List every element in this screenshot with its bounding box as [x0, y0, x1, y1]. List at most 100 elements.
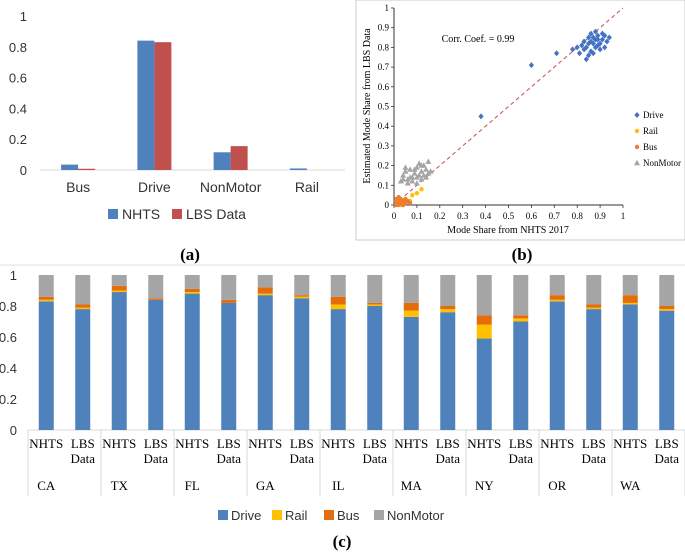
chart-b-point-rail	[414, 190, 420, 196]
chart-b-ytick-label: 0	[385, 200, 390, 210]
chart-c-sub-label: NHTS	[175, 436, 209, 451]
chart-b-point-nonmotor	[402, 168, 409, 174]
chart-a-bar	[230, 146, 248, 170]
chart-c-bar-segment-bus	[330, 296, 346, 305]
chart-c-bar-segment-rail	[586, 307, 602, 310]
chart-c-sub-label: LBS	[144, 436, 168, 451]
chart-b-ytick-label: 0.2	[378, 161, 389, 171]
chart-c-legend-label: Rail	[285, 508, 308, 523]
chart-b-point-bus	[398, 198, 404, 204]
chart-b-point-bus	[400, 202, 406, 208]
chart-c-legend-swatch	[272, 510, 282, 520]
chart-c-state-label: WA	[620, 478, 641, 493]
chart-c-sub-label: LBS	[290, 436, 314, 451]
chart-a-mode-share-bar-chart: 0 0.2 0.4 0.6 0.8 1 Bus Drive NonMotor Rail NHTS LB…	[9, 9, 345, 264]
chart-c-ytick-label: 1	[10, 268, 17, 283]
chart-c-bar-segment-nonmotor	[257, 275, 273, 288]
chart-c-bar-segment-drive	[622, 304, 638, 430]
chart-b-point-drive	[599, 30, 605, 37]
chart-c-bar-segment-drive	[184, 293, 200, 430]
chart-c-bar-segment-nonmotor	[184, 275, 200, 289]
chart-c-bar-segment-bus	[221, 299, 237, 303]
chart-b-point-drive	[592, 28, 599, 35]
chart-c-bar-segment-rail	[38, 299, 54, 302]
chart-c-bar-segment-bus	[294, 295, 310, 297]
chart-a-legend-swatch	[108, 209, 118, 219]
chart-a-ytick-label: 0	[20, 163, 27, 178]
chart-c-bar-segment-nonmotor	[440, 275, 456, 306]
chart-c-sub-label: Data	[581, 451, 606, 466]
chart-a-ytick-label: 0.4	[9, 101, 27, 116]
chart-a-bar	[78, 168, 96, 170]
chart-c-bar-segment-bus	[184, 288, 200, 293]
chart-c-bar-segment-bus	[659, 306, 675, 310]
chart-c-state-label: IL	[332, 478, 344, 493]
chart-a-bar	[61, 164, 79, 170]
chart-b-point-drive	[602, 44, 608, 51]
chart-c-sub-label: Data	[508, 451, 533, 466]
chart-b-point-drive	[570, 46, 576, 53]
chart-b-point-drive	[576, 50, 583, 57]
chart-a-ytick-label: 1	[20, 9, 27, 24]
chart-c-bar-segment-drive	[367, 306, 383, 430]
chart-a-legend-label: NHTS	[122, 206, 160, 222]
chart-b-legend-label: Rail	[643, 126, 658, 136]
chart-c-bar-segment-drive	[148, 299, 164, 430]
chart-c-bar-segment-rail	[184, 292, 200, 294]
chart-c-state-label: TX	[111, 478, 129, 493]
chart-b-legend: Drive Rail Bus NonMotor	[634, 110, 681, 168]
chart-c-sub-label: LBS	[436, 436, 460, 451]
chart-b-point-nonmotor	[418, 176, 425, 182]
chart-c-bar-segment-bus	[622, 295, 638, 303]
chart-c-bar-segment-nonmotor	[659, 275, 675, 306]
chart-c-bar-segment-rail	[440, 309, 456, 313]
chart-b-xtick-label: 0.8	[572, 211, 584, 221]
chart-b-point-drive	[528, 62, 534, 69]
chart-b-point-rail	[419, 187, 424, 192]
chart-b-xtick-label: 0	[392, 211, 397, 221]
chart-b-point-drive	[586, 52, 592, 59]
chart-c-bar-segment-nonmotor	[549, 275, 565, 296]
chart-c-ytick-label: 0.4	[0, 361, 17, 376]
chart-a-legend-label: LBS Data	[186, 206, 246, 222]
chart-c-bar-segment-drive	[221, 302, 237, 430]
chart-c-bar-segment-nonmotor	[330, 275, 346, 297]
chart-c-bar-segment-rail	[330, 304, 346, 310]
chart-c-bar-segment-bus	[513, 315, 529, 319]
chart-c-bar-segment-rail	[659, 309, 675, 311]
chart-b-point-drive	[599, 36, 605, 43]
chart-c-bar-segment-rail	[75, 307, 91, 310]
chart-c-legend-swatch	[218, 510, 228, 520]
chart-c-bar-segment-rail	[403, 310, 419, 317]
chart-a-legend-swatch	[172, 209, 182, 219]
chart-b-ytick-label: 0.3	[378, 141, 390, 151]
chart-c-bar-segment-bus	[476, 315, 492, 325]
chart-c-bar-segment-drive	[111, 292, 127, 430]
chart-c-legend-label: NonMotor	[387, 508, 445, 523]
chart-b-point-drive	[597, 46, 603, 53]
chart-b-point-drive	[581, 38, 587, 45]
chart-b-point-nonmotor	[418, 168, 425, 174]
chart-c-bar-segment-drive	[659, 310, 675, 430]
chart-c-state-label: FL	[185, 478, 200, 493]
chart-c-bar-segment-rail	[549, 299, 565, 302]
chart-b-x-axis-title: Mode Share from NHTS 2017	[447, 225, 569, 236]
chart-c-bar-segment-bus	[38, 296, 54, 300]
chart-c-legend-label: Bus	[337, 508, 360, 523]
chart-b-frame	[355, 0, 685, 241]
chart-b-point-drive	[595, 36, 601, 43]
chart-a-category-label: Bus	[66, 179, 90, 195]
chart-c-sub-label: LBS	[363, 436, 387, 451]
chart-b-xtick-label: 0.1	[411, 211, 422, 221]
chart-c-sub-label: LBS	[582, 436, 606, 451]
chart-c-legend: Drive Rail Bus NonMotor	[218, 508, 445, 523]
chart-c-bar-segment-nonmotor	[221, 275, 237, 300]
chart-b-point-nonmotor	[423, 174, 430, 180]
chart-b-point-drive	[595, 32, 601, 39]
chart-c-state-label: CA	[37, 478, 56, 493]
chart-b-point-drive	[590, 34, 596, 41]
chart-c-bar-segment-nonmotor	[403, 275, 419, 303]
chart-b-legend-marker	[634, 128, 640, 134]
